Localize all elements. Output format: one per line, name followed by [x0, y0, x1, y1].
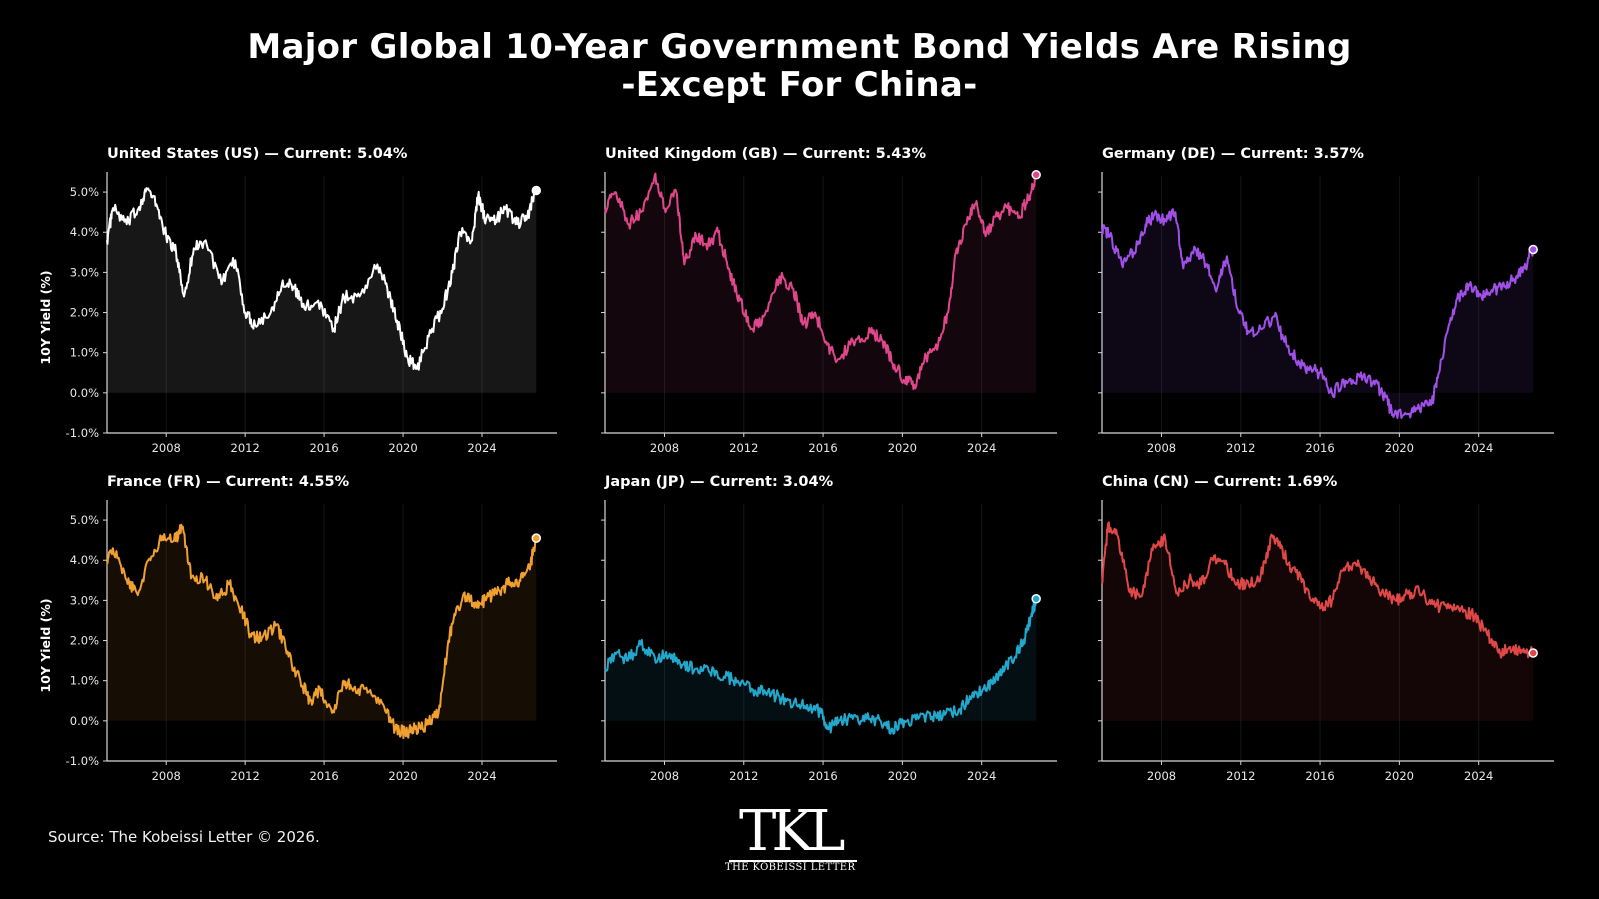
x-tick-label: 2020	[388, 769, 417, 783]
chart-panel-cn: 2008 2012 2016 2020 2024	[1098, 500, 1554, 783]
x-tick-label: 2020	[888, 769, 917, 783]
panel-title-gb: United Kingdom (GB) — Current: 5.43%	[605, 146, 926, 162]
x-tick-label: 2016	[808, 441, 837, 455]
series-line	[604, 598, 1038, 735]
x-tick-label: 2012	[1226, 441, 1255, 455]
y-tick-label: -1.0%	[66, 426, 99, 440]
y-tick-label: 3.0%	[70, 593, 99, 607]
series-line	[1101, 521, 1535, 659]
x-tick-label: 2008	[1147, 769, 1176, 783]
x-tick-label: 2020	[1385, 769, 1414, 783]
panel-title-cn: China (CN) — Current: 1.69%	[1102, 474, 1338, 490]
title-line-2: -Except For China-	[621, 65, 978, 105]
logo-rule	[729, 860, 857, 862]
current-value-marker	[1031, 594, 1041, 604]
x-tick-label: 2016	[309, 769, 338, 783]
panel-title-de: Germany (DE) — Current: 3.57%	[1102, 146, 1364, 162]
y-tick-label: 5.0%	[70, 513, 99, 527]
x-tick-label: 2016	[808, 769, 837, 783]
x-tick-label: 2012	[231, 769, 260, 783]
x-tick-label: 2012	[231, 441, 260, 455]
y-tick-label: 0.0%	[70, 386, 99, 400]
current-value-marker	[531, 533, 542, 543]
series-area-fill	[605, 598, 1037, 734]
chart-panel-us: -1.0% 0.0% 1.0% 2.0% 3.0% 4.0% 5.0% 2008 2012 201…	[38, 172, 557, 455]
x-tick-label: 2012	[1226, 769, 1255, 783]
x-tick-label: 2016	[1305, 441, 1334, 455]
panel-title-fr: France (FR) — Current: 4.55%	[107, 474, 350, 490]
y-tick-label: 5.0%	[70, 185, 99, 199]
x-tick-label: 2020	[888, 441, 917, 455]
series-area-fill	[107, 188, 537, 393]
y-tick-label: 3.0%	[70, 265, 99, 279]
chart-panel-gb: 2008 2012 2016 2020 2024	[601, 170, 1057, 455]
x-tick-label: 2024	[967, 769, 996, 783]
series-line	[106, 523, 538, 739]
title-line-1: Major Global 10-Year Government Bond Yie…	[247, 27, 1352, 67]
x-tick-label: 2024	[1464, 769, 1493, 783]
chart-panel-jp: 2008 2012 2016 2020 2024	[601, 500, 1057, 783]
y-axis-title: 10Y Yield (%)	[38, 270, 53, 364]
y-tick-label: 1.0%	[70, 346, 99, 360]
logo-subtitle: THE KOBEISSI LETTER	[725, 862, 856, 873]
x-tick-label: 2020	[388, 441, 417, 455]
x-tick-label: 2012	[729, 441, 758, 455]
chart-panel-de: 2008 2012 2016 2020 2024	[1098, 172, 1554, 455]
series-area-fill	[1102, 522, 1534, 721]
x-tick-label: 2008	[650, 441, 679, 455]
y-tick-label: 2.0%	[70, 634, 99, 648]
y-axis-title: 10Y Yield (%)	[38, 598, 53, 692]
chart-panel-fr: -1.0% 0.0% 1.0% 2.0% 3.0% 4.0% 5.0% 2008 2012 201…	[38, 500, 557, 783]
series-line	[1101, 208, 1535, 419]
x-tick-label: 2024	[467, 769, 496, 783]
logo-mark: TKL	[739, 799, 845, 864]
x-tick-label: 2008	[1147, 441, 1176, 455]
series-area-fill	[605, 172, 1037, 393]
y-tick-label: 1.0%	[70, 674, 99, 688]
x-tick-label: 2016	[309, 441, 338, 455]
kobeissi-logo: TKL THE KOBEISSI LETTER	[715, 802, 885, 874]
current-value-marker	[1528, 244, 1538, 255]
x-tick-label: 2008	[152, 769, 181, 783]
y-tick-label: 4.0%	[70, 553, 99, 567]
x-tick-label: 2008	[650, 769, 679, 783]
x-tick-label: 2024	[467, 441, 496, 455]
y-tick-label: 2.0%	[70, 306, 99, 320]
page-title: Major Global 10-Year Government Bond Yie…	[0, 28, 1599, 104]
current-value-marker	[531, 185, 542, 196]
x-tick-label: 2024	[967, 441, 996, 455]
x-tick-label: 2020	[1385, 441, 1414, 455]
panel-title-us: United States (US) — Current: 5.04%	[107, 146, 408, 162]
y-tick-label: 4.0%	[70, 225, 99, 239]
series-area-fill	[107, 524, 537, 738]
series-area-fill	[1102, 209, 1534, 418]
y-tick-label: 0.0%	[70, 714, 99, 728]
x-tick-label: 2016	[1305, 769, 1334, 783]
series-line	[604, 171, 1038, 391]
current-value-marker	[1031, 170, 1041, 180]
series-line	[106, 187, 537, 371]
y-tick-label: -1.0%	[66, 754, 99, 768]
x-tick-label: 2012	[729, 769, 758, 783]
x-tick-label: 2024	[1464, 441, 1493, 455]
x-tick-label: 2008	[152, 441, 181, 455]
current-value-marker	[1528, 648, 1538, 658]
source-note: Source: The Kobeissi Letter © 2026.	[48, 828, 320, 846]
panel-title-jp: Japan (JP) — Current: 3.04%	[605, 474, 834, 490]
